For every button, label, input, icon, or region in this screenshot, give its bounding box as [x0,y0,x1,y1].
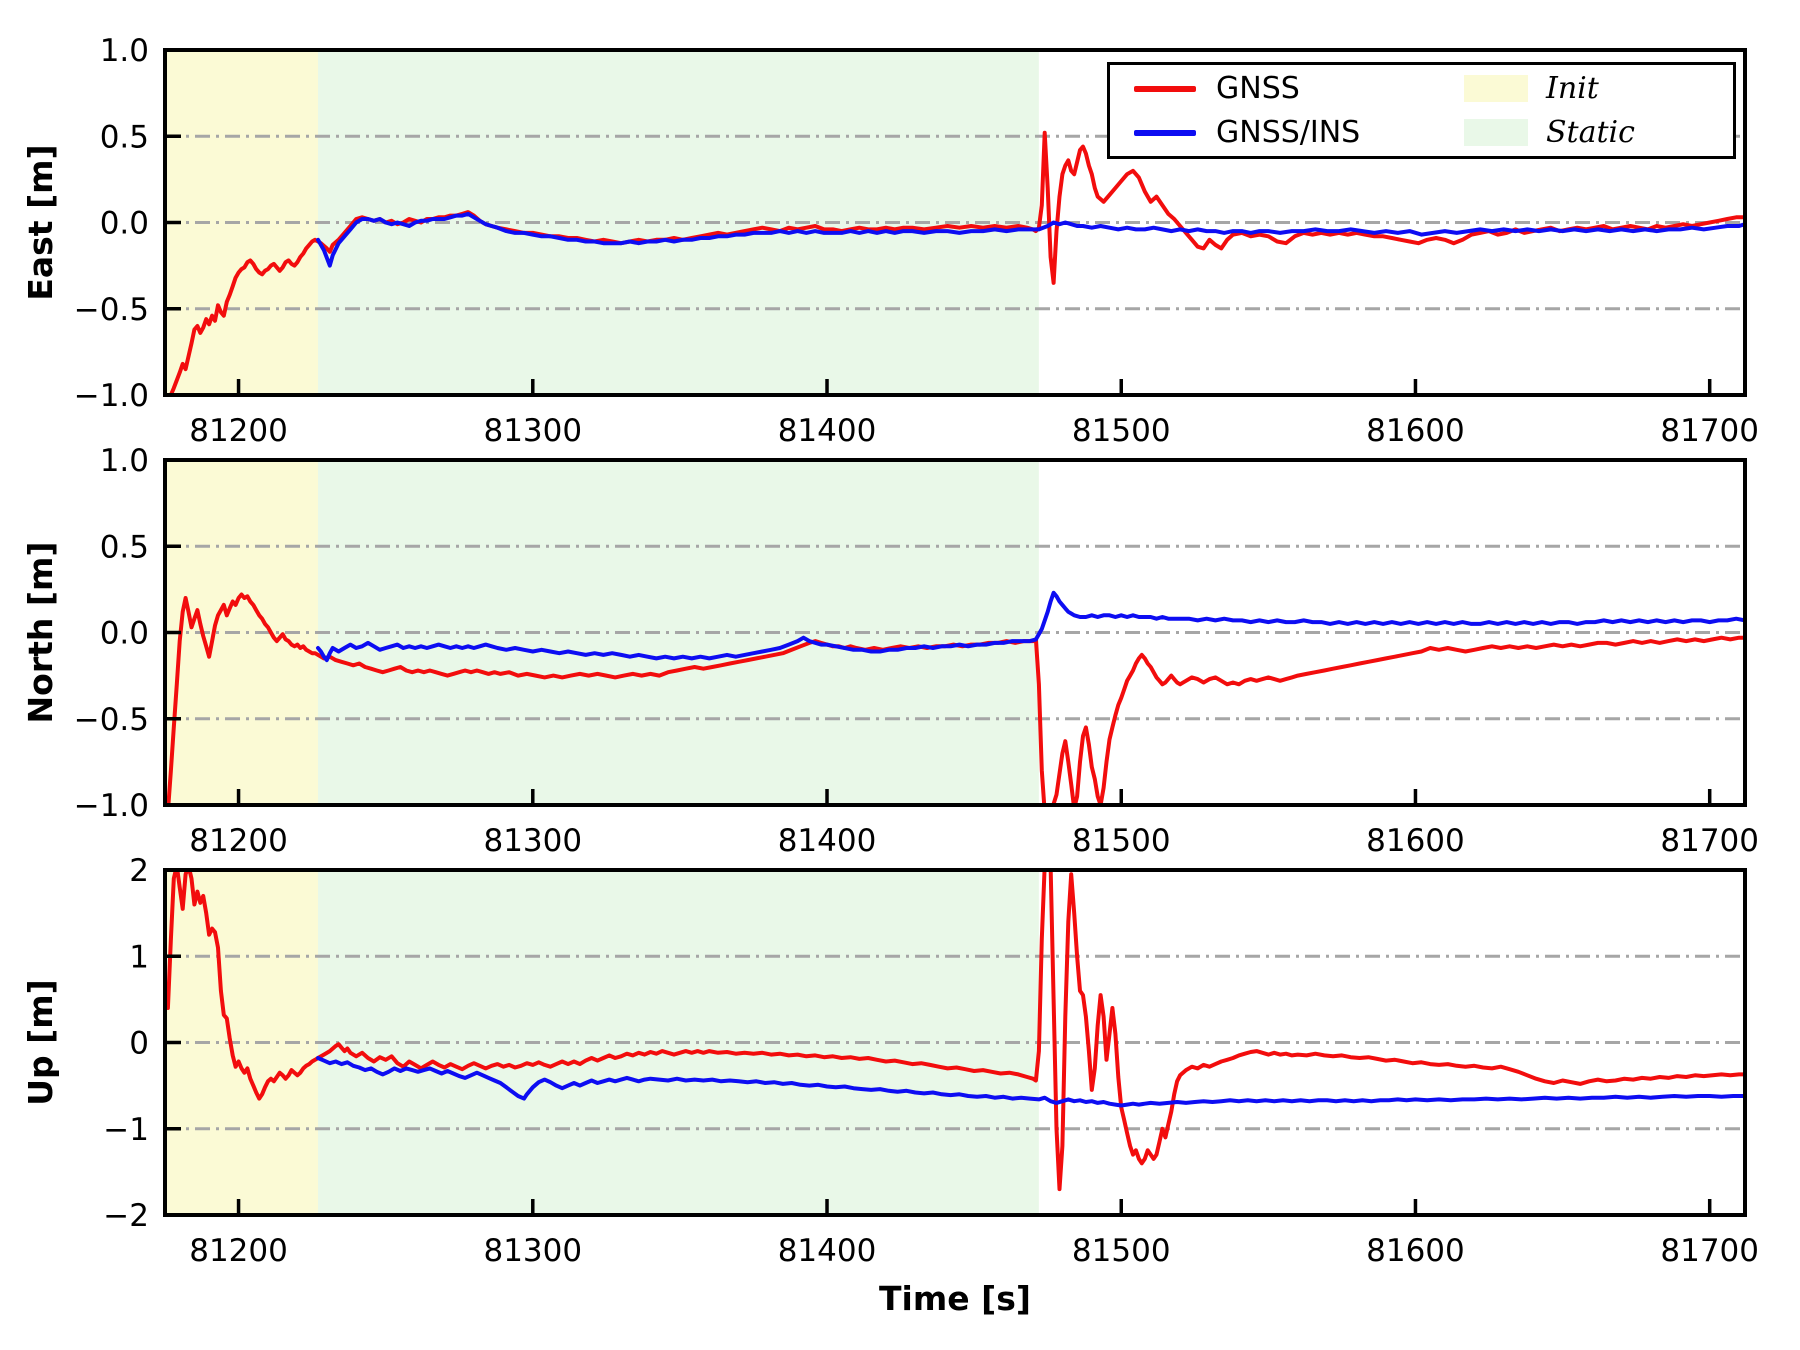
x-tick-label: 81600 [1366,823,1465,859]
legend-entry-gnss-ins: GNSS/INS [1134,116,1464,150]
legend-entry-init: Init [1464,72,1723,106]
x-tick-label: 81200 [189,1233,288,1269]
x-tick-label: 81700 [1660,1233,1759,1269]
legend-entry-static: Static [1464,116,1723,150]
x-tick-label: 81700 [1660,413,1759,449]
panel-up: 81200 81300 81400 81500 81600 81700 2 1 0 −1 −2 [103,853,1759,1269]
y-tick-label: 1.0 [100,33,149,69]
y-tick-label: −0.5 [74,702,149,738]
legend-patch-swatch-static [1464,119,1528,146]
x-tick-label: 81500 [1072,1233,1171,1269]
y-tick-label: 0.0 [100,206,149,242]
x-tick-label: 81300 [483,1233,582,1269]
x-tick-label: 81300 [483,823,582,859]
y-tick-label: 2 [129,853,149,889]
legend-line-swatch-gnss [1134,85,1196,92]
x-tick-label: 81700 [1660,823,1759,859]
y-axis-label-up: Up [m] [21,979,60,1105]
north-gnss-ins-line [316,590,1745,663]
y-axis-label-east: East [m] [21,144,60,300]
y-tick-label: 0.0 [100,616,149,652]
x-tick-label: 81600 [1366,1233,1465,1269]
legend-label-init: Init [1546,70,1599,106]
x-tick-label: 81400 [778,413,877,449]
legend-label-gnss-ins: GNSS/INS [1216,114,1361,150]
up-gnss-line [165,870,1745,1192]
legend-label-gnss: GNSS [1216,70,1300,106]
y-tick-label: 0 [129,1026,149,1062]
panel-east: 81200 81300 81400 81500 81600 81700 1.0 0.5 0.0 −… [74,33,1759,449]
panel-north: 81200 81300 81400 81500 81600 81700 1.0 0.5 0.0 −… [74,443,1759,859]
y-axis-label-north: North [m] [21,542,60,724]
panels-group: 81200 81300 81400 81500 81600 81700 1.0 0.5 0.0 −… [74,33,1759,1269]
x-tick-label: 81500 [1072,823,1171,859]
legend-patch-swatch-init [1464,75,1528,102]
up-gnss-ins-line [316,1056,1745,1108]
x-tick-label: 81400 [778,823,877,859]
y-tick-label: −0.5 [74,292,149,328]
y-tick-label: −1.0 [74,378,149,414]
legend-line-swatch-gnss-ins [1134,129,1196,136]
east-gnss-ins-line [316,211,1745,268]
y-tick-label: 0.5 [100,529,149,565]
y-tick-label: 1.0 [100,443,149,479]
legend-entry-gnss: GNSS [1134,72,1464,106]
x-axis-label: Time [s] [879,1279,1031,1318]
x-tick-label: 81200 [189,823,288,859]
legend-label-static: Static [1546,114,1635,150]
east-gnss-line [168,130,1745,395]
x-tick-label: 81500 [1072,413,1171,449]
x-tick-label: 81600 [1366,413,1465,449]
y-tick-label: 1 [129,939,149,975]
legend: GNSS GNSS/INS Init Static [1107,62,1736,159]
y-tick-label: −1 [103,1112,149,1148]
x-tick-label: 81300 [483,413,582,449]
y-tick-label: 0.5 [100,119,149,155]
y-tick-label: −2 [103,1198,149,1234]
y-tick-label: −1.0 [74,788,149,824]
x-tick-label: 81400 [778,1233,877,1269]
x-tick-label: 81200 [189,413,288,449]
